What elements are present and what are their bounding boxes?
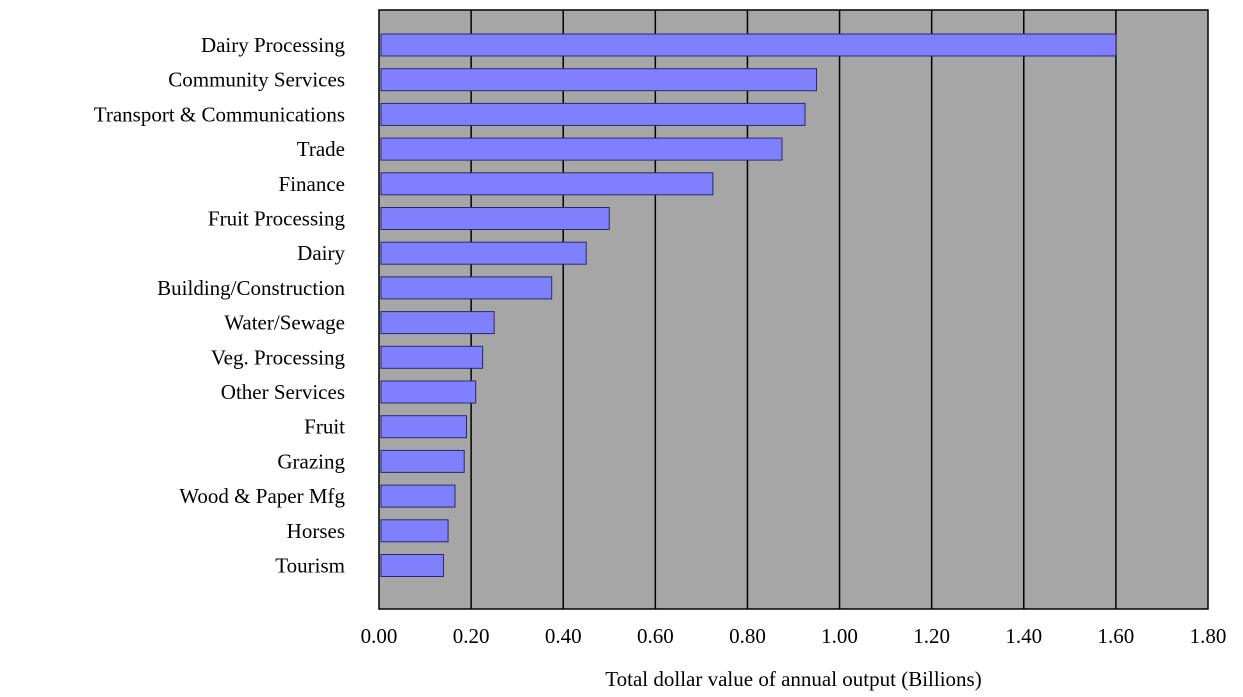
- bar: [380, 554, 444, 577]
- x-tick-label: 1.60: [1098, 624, 1135, 648]
- category-label: Community Services: [168, 68, 345, 92]
- bars: [380, 33, 1117, 577]
- bar: [380, 33, 1117, 57]
- x-tick-label: 1.80: [1190, 624, 1227, 648]
- category-label: Finance: [279, 172, 345, 196]
- bar: [380, 311, 495, 335]
- x-tick-label: 0.80: [729, 624, 766, 648]
- x-tick-label: 0.40: [545, 624, 582, 648]
- bar: [380, 68, 818, 92]
- x-tick-label: 1.00: [821, 624, 858, 648]
- bar: [380, 102, 806, 126]
- x-tick-labels: 0.00 0.20 0.40 0.60 0.80 1.00 1.20 1.40 1.60 1.80: [361, 624, 1227, 648]
- x-tick-label: 1.40: [1005, 624, 1042, 648]
- plot-area: [378, 9, 1209, 610]
- bar: [380, 172, 714, 196]
- bar: [380, 207, 610, 230]
- category-label: Dairy: [297, 241, 345, 265]
- category-label: Dairy Processing: [201, 33, 346, 57]
- x-tick-label: 0.60: [637, 624, 674, 648]
- bar: [380, 345, 484, 369]
- category-label: Tourism: [275, 554, 345, 578]
- bar: [380, 276, 553, 300]
- x-tick-label: 0.00: [361, 624, 398, 648]
- bar: [380, 519, 449, 543]
- bar: [380, 241, 587, 265]
- category-label: Water/Sewage: [224, 311, 345, 335]
- category-label: Horses: [287, 519, 345, 543]
- category-label: Other Services: [221, 380, 345, 404]
- category-label: Building/Construction: [157, 276, 345, 300]
- category-label: Fruit: [304, 415, 345, 439]
- bar: [380, 449, 465, 473]
- category-label: Transport & Communications: [94, 102, 345, 126]
- category-label: Fruit Processing: [208, 207, 346, 231]
- category-label: Grazing: [277, 449, 345, 473]
- category-label: Trade: [297, 137, 345, 161]
- bar: [380, 380, 477, 404]
- x-tick-label: 1.20: [913, 624, 950, 648]
- x-axis-label: Total dollar value of annual output (Bil…: [605, 667, 981, 691]
- bar: [380, 484, 456, 508]
- bar: [380, 137, 783, 161]
- bar: [380, 415, 468, 439]
- category-label: Wood & Paper Mfg: [179, 484, 345, 508]
- category-label: Veg. Processing: [211, 345, 346, 369]
- category-labels: Dairy Processing Community Services Transp…: [94, 33, 346, 578]
- x-tick-label: 0.20: [453, 624, 490, 648]
